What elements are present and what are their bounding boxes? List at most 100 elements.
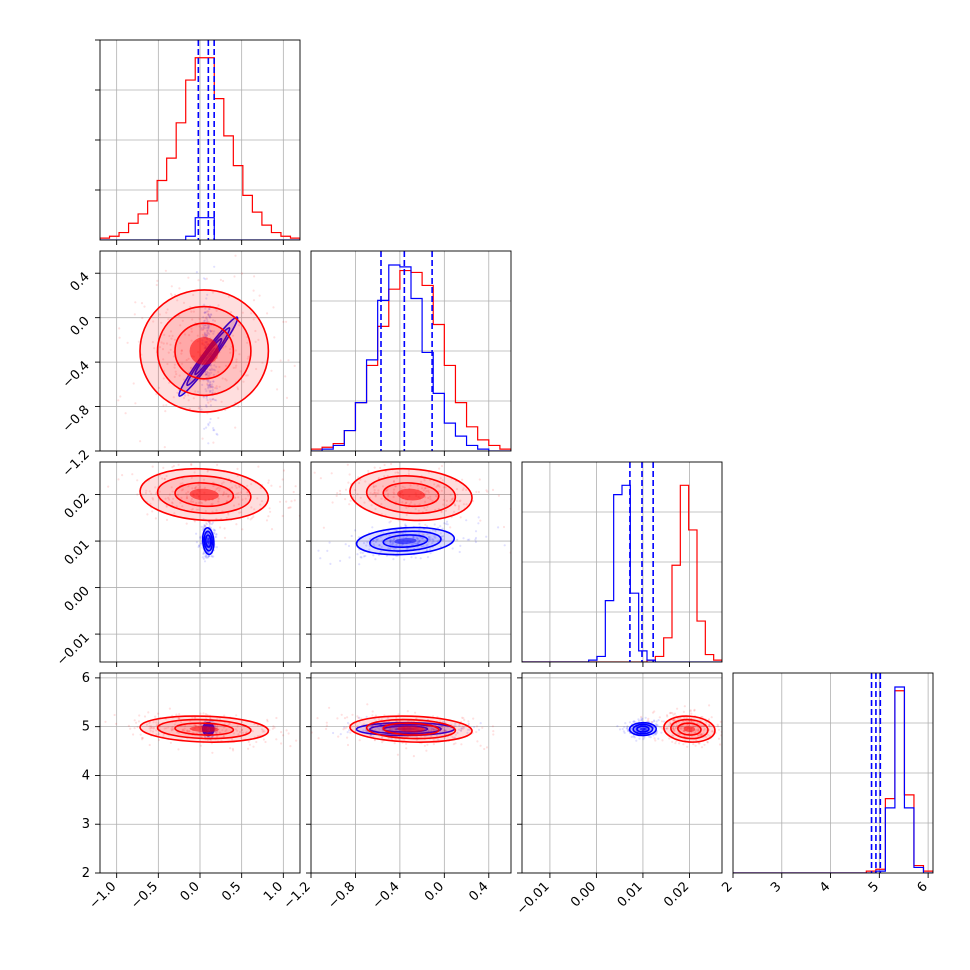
sample-point: [359, 496, 362, 499]
sample-point: [391, 737, 394, 741]
sample-point: [491, 488, 495, 491]
sample-point: [162, 358, 165, 361]
x-tick-label: 6: [914, 879, 930, 895]
sample-point: [358, 716, 361, 719]
sample-point: [252, 318, 255, 321]
sample-point: [207, 310, 210, 313]
sample-point: [370, 729, 373, 732]
sample-point: [313, 471, 316, 474]
sample-point: [623, 726, 626, 729]
sample-point: [634, 728, 637, 731]
sample-point: [373, 466, 376, 469]
sample-point: [201, 437, 204, 440]
sample-point: [157, 712, 160, 715]
sample-point: [244, 497, 247, 500]
sample-point: [371, 710, 374, 713]
sample-point: [236, 388, 240, 391]
sample-point: [422, 545, 425, 548]
sample-point: [386, 716, 389, 719]
hist-panel-0: [100, 40, 300, 240]
sample-point: [449, 499, 452, 503]
panel-frame-1-1: [310, 250, 512, 452]
sample-point: [149, 729, 152, 732]
sample-point: [351, 713, 354, 716]
sample-point: [389, 547, 392, 550]
sample-point: [723, 738, 725, 740]
sample-point: [208, 373, 211, 376]
sample-point: [227, 295, 230, 298]
sample-point: [199, 744, 202, 747]
sample-point: [708, 735, 712, 738]
sample-point: [378, 544, 381, 547]
sample-point: [215, 546, 218, 549]
sample-point: [256, 497, 259, 500]
sample-point: [206, 370, 209, 373]
sample-point: [207, 547, 210, 551]
sample-point: [416, 537, 419, 540]
sample-point: [198, 544, 201, 547]
sample-point: [178, 713, 181, 716]
sample-point: [485, 746, 489, 749]
sample-point: [206, 532, 209, 535]
sample-point: [247, 494, 250, 497]
sample-point: [206, 373, 209, 376]
sample-point: [206, 470, 209, 473]
sample-point: [246, 357, 249, 360]
sample-point: [374, 507, 377, 511]
sample-point: [370, 735, 373, 738]
sample-point: [155, 721, 158, 724]
sample-point: [344, 488, 348, 491]
sample-point: [432, 738, 435, 741]
sample-point: [435, 722, 439, 726]
sample-point: [215, 732, 218, 735]
sample-point: [405, 525, 408, 528]
sample-point: [434, 723, 437, 727]
sample-point: [682, 710, 686, 714]
sample-point: [391, 542, 394, 545]
sample-point: [361, 724, 364, 727]
sample-point: [208, 371, 211, 375]
histogram-blue-3: [733, 686, 933, 873]
sample-point: [368, 457, 370, 459]
sample-point: [210, 503, 213, 506]
sample-point: [202, 552, 205, 555]
sample-point: [210, 523, 213, 526]
sample-point: [206, 331, 209, 334]
sample-point: [389, 543, 392, 546]
sample-point: [280, 731, 283, 734]
sample-point: [202, 277, 205, 280]
sample-point: [181, 505, 184, 508]
sample-point: [642, 738, 645, 741]
sample-point: [148, 490, 151, 493]
sample-point: [325, 724, 328, 727]
sample-point: [441, 527, 444, 530]
sample-point: [211, 751, 214, 754]
sample-point: [190, 508, 193, 511]
sample-point: [412, 536, 415, 539]
sample-point: [653, 720, 656, 723]
sample-point: [227, 495, 230, 498]
sample-point: [674, 719, 677, 722]
sample-point: [211, 521, 215, 524]
sample-point: [441, 538, 445, 541]
sample-point: [421, 537, 425, 540]
sample-point: [205, 297, 208, 300]
sample-point: [273, 336, 276, 339]
sample-point: [172, 728, 175, 731]
sample-point: [428, 471, 431, 474]
sample-point: [217, 497, 220, 500]
sample-point: [237, 496, 240, 499]
sample-point: [200, 408, 203, 411]
sample-point: [372, 554, 375, 557]
sample-point: [633, 736, 636, 739]
sample-point: [206, 310, 209, 313]
sample-point: [492, 733, 495, 736]
sample-point: [203, 319, 206, 322]
sample-point: [384, 498, 387, 501]
sample-point: [432, 715, 435, 718]
sample-point: [209, 313, 213, 316]
sample-point: [201, 383, 204, 386]
sample-point: [414, 542, 418, 546]
sample-point: [208, 308, 211, 311]
sample-point: [198, 544, 201, 547]
